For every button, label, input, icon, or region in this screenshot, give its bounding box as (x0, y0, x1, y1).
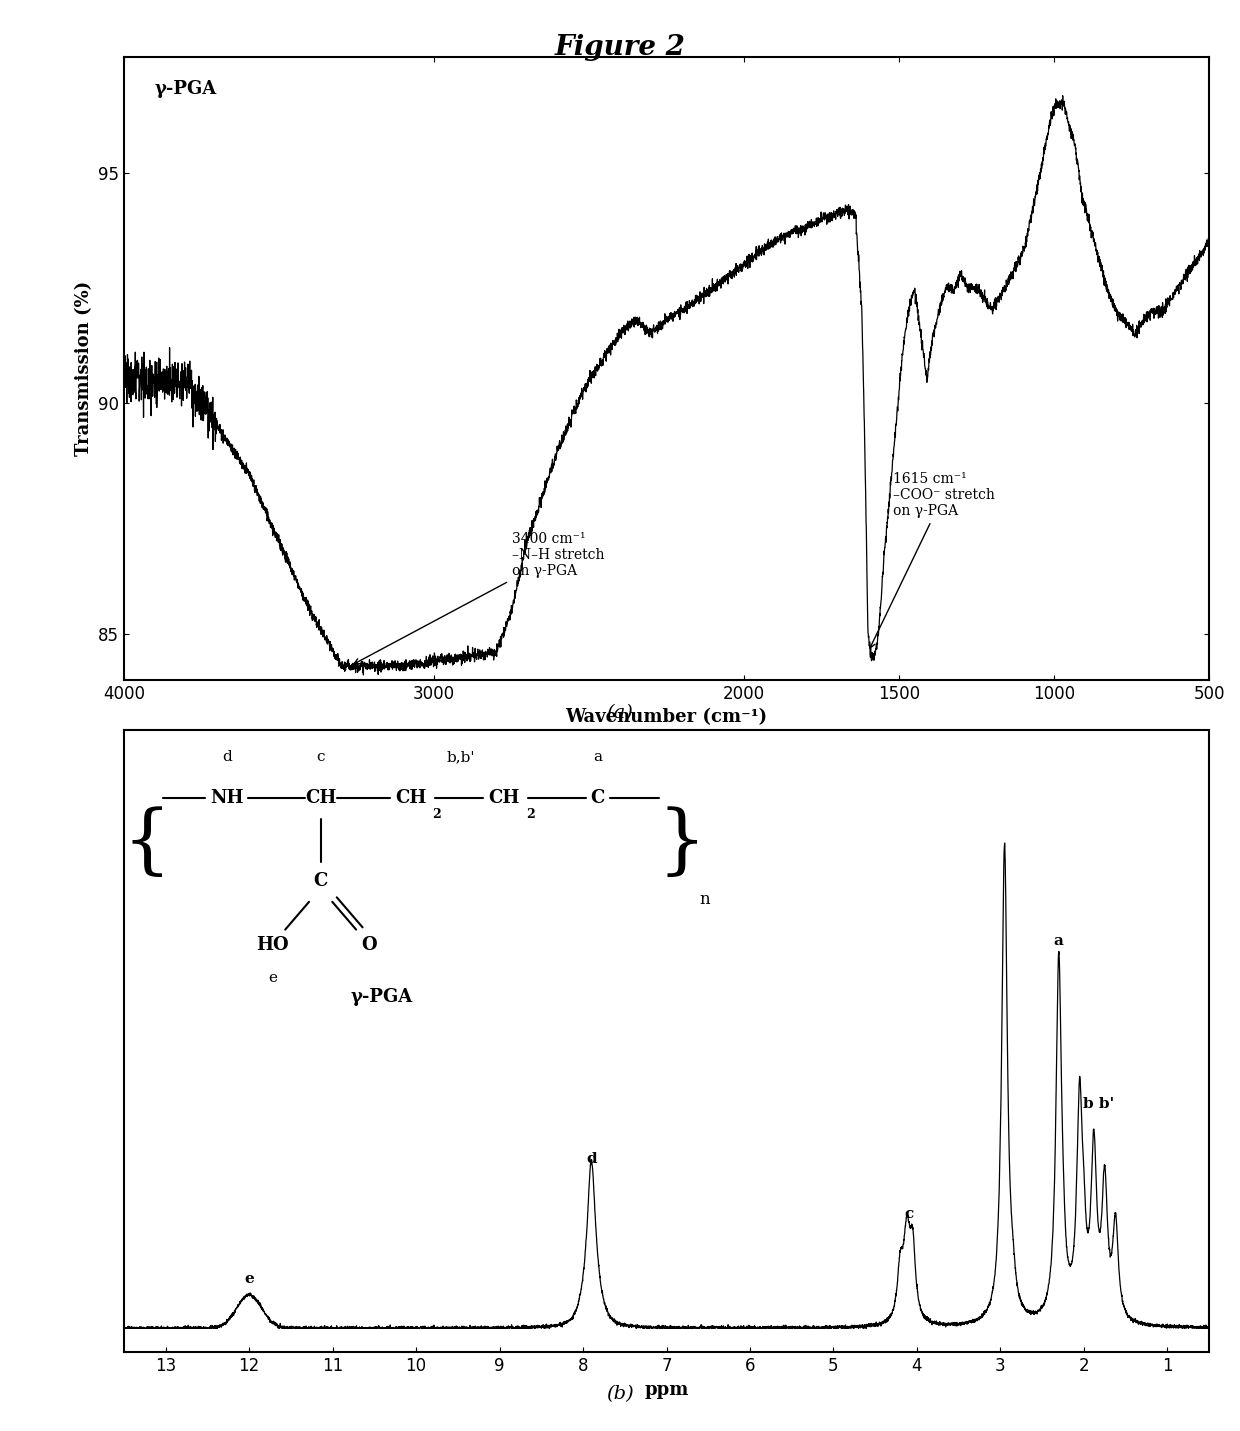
Text: {: { (123, 806, 171, 880)
Text: CH: CH (489, 788, 520, 807)
Text: NH: NH (211, 788, 244, 807)
Text: e: e (244, 1272, 254, 1286)
Text: 2: 2 (433, 809, 441, 821)
Text: 3400 cm⁻¹
–N–H stretch
on γ-PGA: 3400 cm⁻¹ –N–H stretch on γ-PGA (355, 532, 604, 664)
Text: Figure 2: Figure 2 (554, 34, 686, 62)
Y-axis label: Transmission (%): Transmission (%) (74, 280, 93, 456)
Text: b b': b b' (1084, 1098, 1115, 1110)
Text: 1615 cm⁻¹
–COO⁻ stretch
on γ-PGA: 1615 cm⁻¹ –COO⁻ stretch on γ-PGA (869, 472, 994, 648)
Text: d: d (587, 1152, 596, 1166)
X-axis label: ppm: ppm (645, 1381, 688, 1398)
Text: c: c (316, 750, 325, 764)
Text: (b): (b) (606, 1385, 634, 1404)
Text: a: a (1054, 934, 1064, 949)
Text: e: e (268, 972, 277, 986)
Text: n: n (699, 892, 709, 909)
Text: }: } (657, 806, 706, 880)
Text: (a): (a) (606, 704, 634, 723)
Text: HO: HO (255, 936, 289, 953)
Text: C: C (590, 788, 605, 807)
Text: O: O (361, 936, 377, 953)
Text: d: d (222, 750, 232, 764)
Text: b,b': b,b' (446, 750, 475, 764)
Text: C: C (314, 871, 327, 890)
Text: γ-PGA: γ-PGA (351, 989, 413, 1006)
Text: 2: 2 (526, 809, 534, 821)
Text: c: c (904, 1208, 913, 1221)
X-axis label: Wavenumber (cm⁻¹): Wavenumber (cm⁻¹) (565, 708, 768, 726)
Text: γ-PGA: γ-PGA (155, 80, 217, 99)
Text: a: a (594, 750, 603, 764)
Text: CH: CH (396, 788, 427, 807)
Text: CH: CH (305, 788, 336, 807)
